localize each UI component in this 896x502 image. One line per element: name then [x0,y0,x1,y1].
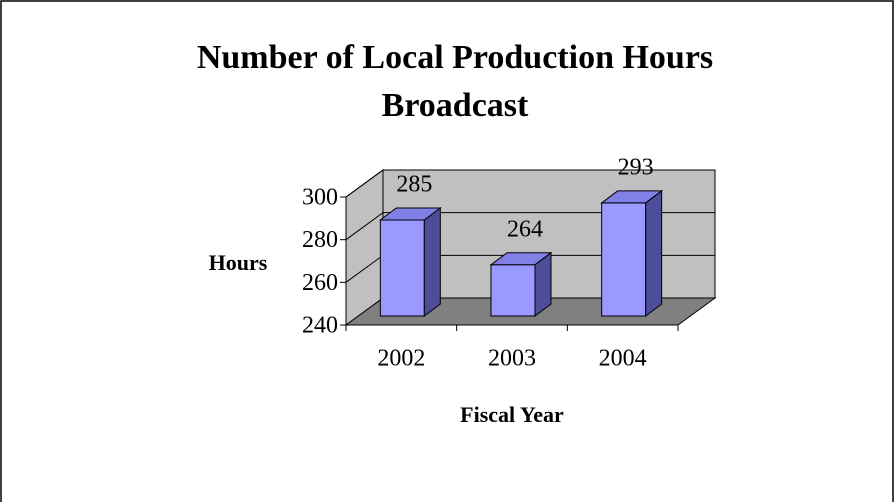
bar [489,251,553,317]
chart-title: Number of Local Production Hours [197,39,713,76]
bar-front [379,219,425,317]
y-tick-label: 300 [302,185,338,211]
y-tick-label: 280 [302,227,338,253]
bar-side [645,189,663,317]
bar-front [601,202,647,317]
bar-front [490,264,536,317]
data-label: 293 [618,154,654,180]
y-axis-title: Hours [209,250,268,275]
data-label: 285 [396,172,432,198]
x-tick-label: 2004 [599,346,647,372]
x-tick-label: 2003 [488,346,536,372]
data-label: 264 [507,216,543,242]
bar-side [534,251,552,317]
grid-line [345,169,715,198]
x-tick-label: 2002 [377,346,425,372]
x-axis-title: Fiscal Year [460,402,564,427]
y-tick-label: 260 [302,270,338,296]
chart-title: Broadcast [382,87,529,124]
y-tick-label: 240 [302,313,338,339]
bar-side [423,207,441,317]
bar [378,207,442,317]
bar [600,189,664,317]
